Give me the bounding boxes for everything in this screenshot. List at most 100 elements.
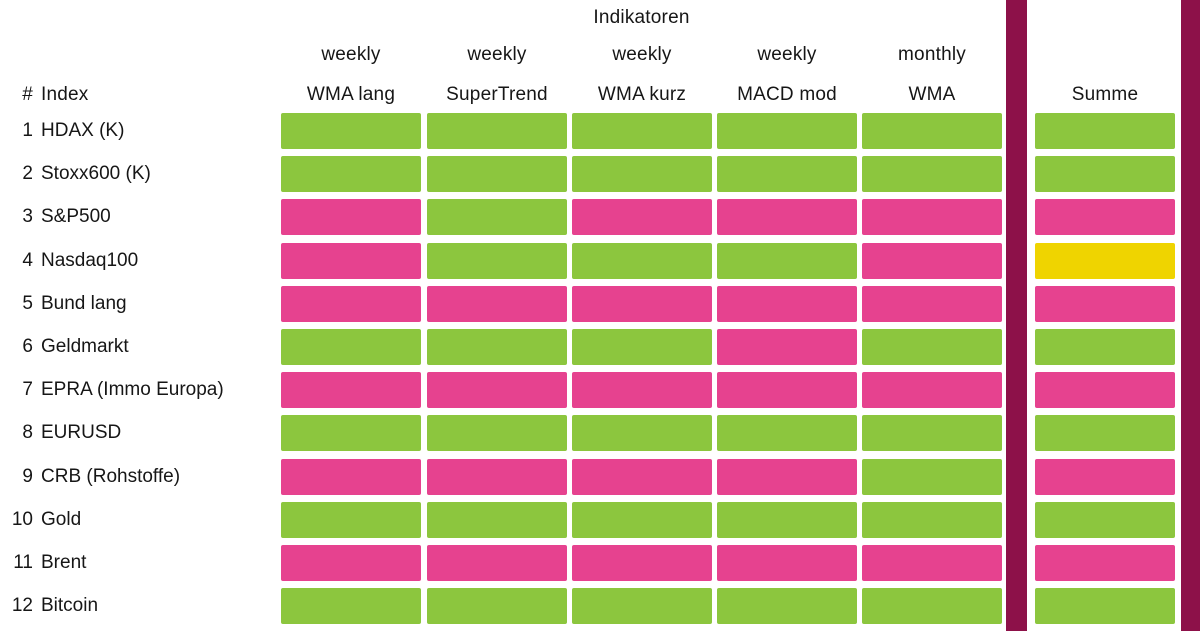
row-number: 5 (22, 293, 33, 314)
signal-cell-macd-mod (717, 286, 857, 322)
signal-cell-monthly-wma (862, 286, 1002, 322)
summe-cell (1035, 588, 1175, 624)
signal-cell-macd-mod (717, 156, 857, 192)
signal-cell-wma-kurz (572, 588, 712, 624)
summe-header: Summe (1071, 84, 1139, 105)
summe-cell (1035, 459, 1175, 495)
signal-cell-wma-kurz (572, 459, 712, 495)
row-index-name: Gold (41, 509, 82, 530)
row-label: 12 Bitcoin (0, 588, 280, 624)
row-index-name: S&P500 (41, 206, 111, 227)
signal-cell-supertrend (427, 113, 567, 149)
table-row: 11 Brent (0, 545, 1200, 581)
signal-cell-wma-lang (281, 372, 421, 408)
separator-bar-right (1181, 0, 1200, 631)
row-label: 9 CRB (Rohstoffe) (0, 459, 280, 495)
corner-header: # Index (0, 84, 280, 106)
column-header-period-monthly-wma: monthly (898, 44, 966, 65)
signal-cell-wma-lang (281, 199, 421, 235)
column-header-name-wma-kurz: WMA kurz (597, 84, 687, 105)
table-title: Indikatoren (593, 7, 690, 28)
row-number: 12 (11, 595, 33, 616)
signal-cell-wma-kurz (572, 502, 712, 538)
row-index-name: Geldmarkt (41, 336, 129, 357)
table-row: 5 Bund lang (0, 286, 1200, 322)
signal-cell-wma-kurz (572, 286, 712, 322)
column-header-name-macd-mod: MACD mod (737, 84, 837, 105)
signal-cell-supertrend (427, 588, 567, 624)
signal-cell-wma-kurz (572, 156, 712, 192)
signal-cell-monthly-wma (862, 459, 1002, 495)
signal-cell-supertrend (427, 545, 567, 581)
summe-cell (1035, 329, 1175, 365)
signal-cell-wma-lang (281, 459, 421, 495)
signal-cell-supertrend (427, 372, 567, 408)
row-index-name: Nasdaq100 (41, 250, 139, 271)
signal-cell-monthly-wma (862, 545, 1002, 581)
table-row: 10 Gold (0, 502, 1200, 538)
column-header-period-macd-mod: weekly (757, 44, 817, 65)
row-number: 8 (22, 422, 33, 443)
table-row: 4 Nasdaq100 (0, 243, 1200, 279)
signal-cell-wma-kurz (572, 545, 712, 581)
table-row: 1 HDAX (K) (0, 113, 1200, 149)
table-row: 12 Bitcoin (0, 588, 1200, 624)
corner-index-label: Index (41, 84, 89, 105)
signal-cell-monthly-wma (862, 415, 1002, 451)
row-number: 10 (11, 509, 33, 530)
signal-cell-macd-mod (717, 199, 857, 235)
summe-cell (1035, 372, 1175, 408)
signal-cell-wma-lang (281, 329, 421, 365)
table-row: 2 Stoxx600 (K) (0, 156, 1200, 192)
signal-cell-monthly-wma (862, 156, 1002, 192)
summe-cell (1035, 545, 1175, 581)
signal-cell-monthly-wma (862, 329, 1002, 365)
table-row: 8 EURUSD (0, 415, 1200, 451)
row-label: 2 Stoxx600 (K) (0, 156, 280, 192)
signal-cell-monthly-wma (862, 502, 1002, 538)
summe-cell (1035, 113, 1175, 149)
summe-cell (1035, 199, 1175, 235)
signal-cell-wma-kurz (572, 372, 712, 408)
signal-cell-supertrend (427, 156, 567, 192)
signal-cell-wma-lang (281, 156, 421, 192)
table-row: 6 Geldmarkt (0, 329, 1200, 365)
signal-cell-supertrend (427, 286, 567, 322)
signal-cell-wma-kurz (572, 199, 712, 235)
signal-cell-supertrend (427, 459, 567, 495)
signal-cell-supertrend (427, 415, 567, 451)
column-header-name-supertrend: SuperTrend (446, 84, 548, 105)
signal-cell-supertrend (427, 199, 567, 235)
signal-cell-supertrend (427, 329, 567, 365)
signal-cell-macd-mod (717, 545, 857, 581)
row-number: 6 (22, 336, 33, 357)
column-header-period-wma-lang: weekly (321, 44, 381, 65)
row-label: 7 EPRA (Immo Europa) (0, 372, 280, 408)
signal-cell-macd-mod (717, 588, 857, 624)
signal-cell-macd-mod (717, 502, 857, 538)
row-index-name: Stoxx600 (K) (41, 163, 151, 184)
row-index-name: HDAX (K) (41, 120, 125, 141)
row-number: 3 (22, 206, 33, 227)
summe-cell (1035, 243, 1175, 279)
row-index-name: EURUSD (41, 422, 122, 443)
signal-cell-wma-lang (281, 415, 421, 451)
row-number: 4 (22, 250, 33, 271)
row-index-name: Bitcoin (41, 595, 99, 616)
signal-cell-wma-kurz (572, 113, 712, 149)
signal-cell-wma-kurz (572, 415, 712, 451)
row-label: 8 EURUSD (0, 415, 280, 451)
signal-cell-macd-mod (717, 113, 857, 149)
signal-cell-monthly-wma (862, 372, 1002, 408)
signal-cell-wma-lang (281, 113, 421, 149)
row-label: 3 S&P500 (0, 199, 280, 235)
signal-cell-macd-mod (717, 372, 857, 408)
row-label: 5 Bund lang (0, 286, 280, 322)
signal-cell-wma-lang (281, 545, 421, 581)
signal-cell-supertrend (427, 243, 567, 279)
signal-cell-wma-lang (281, 588, 421, 624)
row-index-name: Brent (41, 552, 87, 573)
column-header-period-supertrend: weekly (467, 44, 527, 65)
signal-cell-monthly-wma (862, 113, 1002, 149)
signal-cell-macd-mod (717, 329, 857, 365)
